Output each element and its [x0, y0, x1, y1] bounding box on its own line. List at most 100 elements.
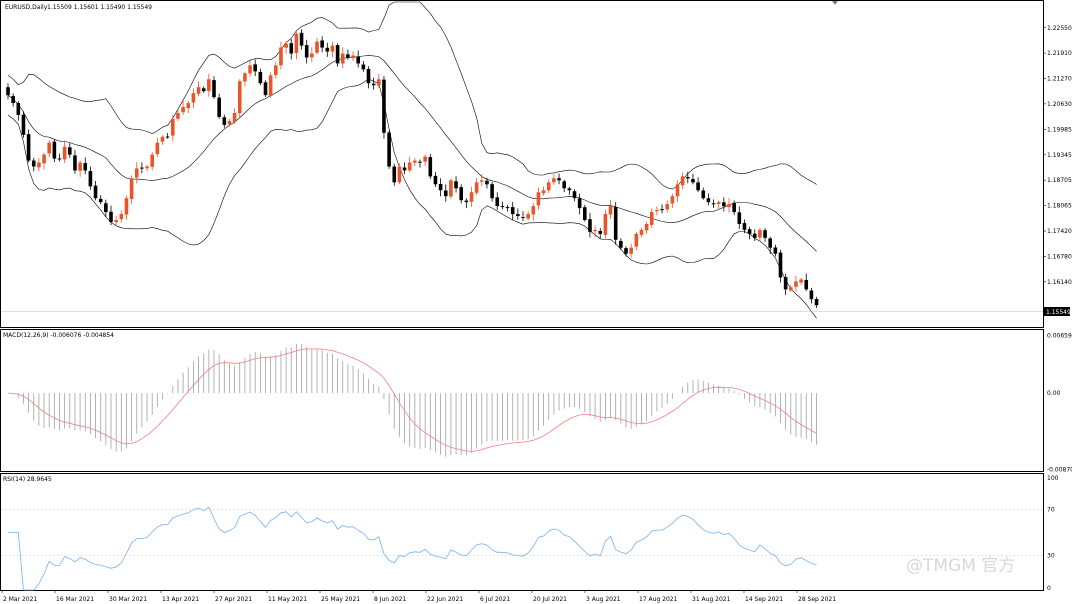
price-tick-label: 1.17420	[1047, 228, 1072, 235]
candle	[57, 153, 62, 162]
candle-body	[469, 192, 474, 202]
candle	[670, 193, 675, 208]
candle	[181, 101, 185, 116]
rsi-tick-label: 0	[1047, 585, 1051, 592]
candle	[593, 225, 597, 238]
candle	[649, 208, 654, 228]
candle	[737, 206, 742, 229]
candle	[356, 50, 360, 68]
candle-body	[52, 141, 57, 159]
macd-tick-label: -0.008704	[1047, 466, 1072, 473]
chart-symbol: EURUSD,Daily	[5, 4, 48, 11]
candle-body	[145, 166, 149, 169]
candle	[619, 238, 623, 250]
candle	[706, 193, 711, 206]
candle	[6, 83, 10, 100]
candle	[382, 76, 386, 139]
price-tick-label: 1.21270	[1047, 75, 1072, 82]
macd-tick-label: 0.00	[1047, 390, 1061, 397]
rsi-tick-label: 70	[1047, 507, 1055, 514]
candle-body	[37, 162, 41, 168]
price-tick-label: 1.18065	[1047, 203, 1072, 210]
candle	[289, 39, 294, 60]
candle	[351, 51, 355, 62]
candle	[294, 29, 299, 60]
candle-body	[562, 181, 566, 189]
candle	[207, 73, 211, 97]
candle	[691, 174, 695, 185]
candle	[490, 181, 494, 202]
candle-body	[176, 112, 180, 119]
candle-body	[62, 146, 67, 160]
candle-body	[763, 230, 767, 238]
candle-body	[691, 179, 695, 183]
candle-body	[583, 207, 587, 220]
candle-body	[593, 229, 597, 232]
candle	[335, 43, 340, 67]
candle-body	[722, 202, 726, 207]
candle	[377, 73, 381, 88]
candle-body	[217, 97, 221, 117]
price-tick-label: 1.16780	[1047, 253, 1072, 260]
candle	[428, 153, 433, 180]
candle-body	[57, 158, 62, 160]
candle	[752, 229, 757, 242]
candle	[11, 93, 15, 107]
candle-body	[644, 223, 649, 231]
date-tick-label: 8 Jun 2021	[374, 596, 406, 603]
price-tick-label: 1.19985	[1047, 126, 1072, 133]
candle	[449, 178, 453, 200]
candle-body	[361, 64, 366, 70]
date-tick-label: 25 May 2021	[321, 596, 360, 603]
candle-body	[68, 147, 72, 155]
candle	[722, 197, 726, 212]
candle-body	[134, 168, 139, 178]
candle	[160, 135, 165, 145]
date-tick-label: 14 Sep 2021	[745, 596, 783, 603]
current-price-label: 1.15549	[1046, 309, 1071, 316]
candle-body	[541, 190, 546, 194]
candle-body	[315, 41, 319, 53]
candle	[675, 180, 680, 203]
candle	[665, 200, 669, 213]
candle	[474, 177, 479, 195]
current-price-tag	[1044, 307, 1070, 316]
candle	[155, 137, 160, 158]
candle	[387, 130, 391, 169]
candle-body	[567, 188, 572, 191]
candle	[47, 140, 51, 158]
candle-body	[629, 247, 633, 254]
candle-body	[294, 33, 299, 54]
rsi-path	[8, 506, 817, 591]
candle	[320, 36, 324, 53]
candle-body	[248, 65, 252, 74]
candle-body	[516, 214, 520, 217]
candle-body	[366, 69, 371, 84]
date-tick-label: 31 Aug 2021	[692, 596, 731, 603]
candle-body	[742, 223, 747, 230]
candle-body	[778, 252, 783, 278]
candle-body	[557, 178, 561, 181]
candle-body	[31, 160, 36, 167]
date-tick-label: 2 Mar 2021	[3, 596, 37, 603]
candle	[624, 246, 628, 257]
candle-body	[531, 206, 536, 215]
candle-body	[232, 112, 237, 123]
candle	[397, 163, 402, 185]
candle	[248, 60, 252, 77]
candle-body	[413, 160, 417, 163]
candle-body	[78, 162, 82, 171]
candle-body	[42, 154, 46, 164]
macd-panel	[0, 329, 1044, 472]
price-tick-label: 1.22550	[1047, 25, 1072, 32]
price-panel	[0, 0, 1044, 328]
candle	[315, 37, 319, 55]
candle	[134, 162, 139, 184]
candle-body	[320, 40, 324, 48]
candle-body	[438, 184, 443, 191]
candle	[701, 187, 706, 200]
candle	[31, 157, 36, 172]
candle	[778, 249, 783, 283]
axes: 1.22550 1.21910 1.21270 1.20630 1.19985 1.193…	[1, 25, 1072, 603]
candle-body	[207, 79, 211, 92]
